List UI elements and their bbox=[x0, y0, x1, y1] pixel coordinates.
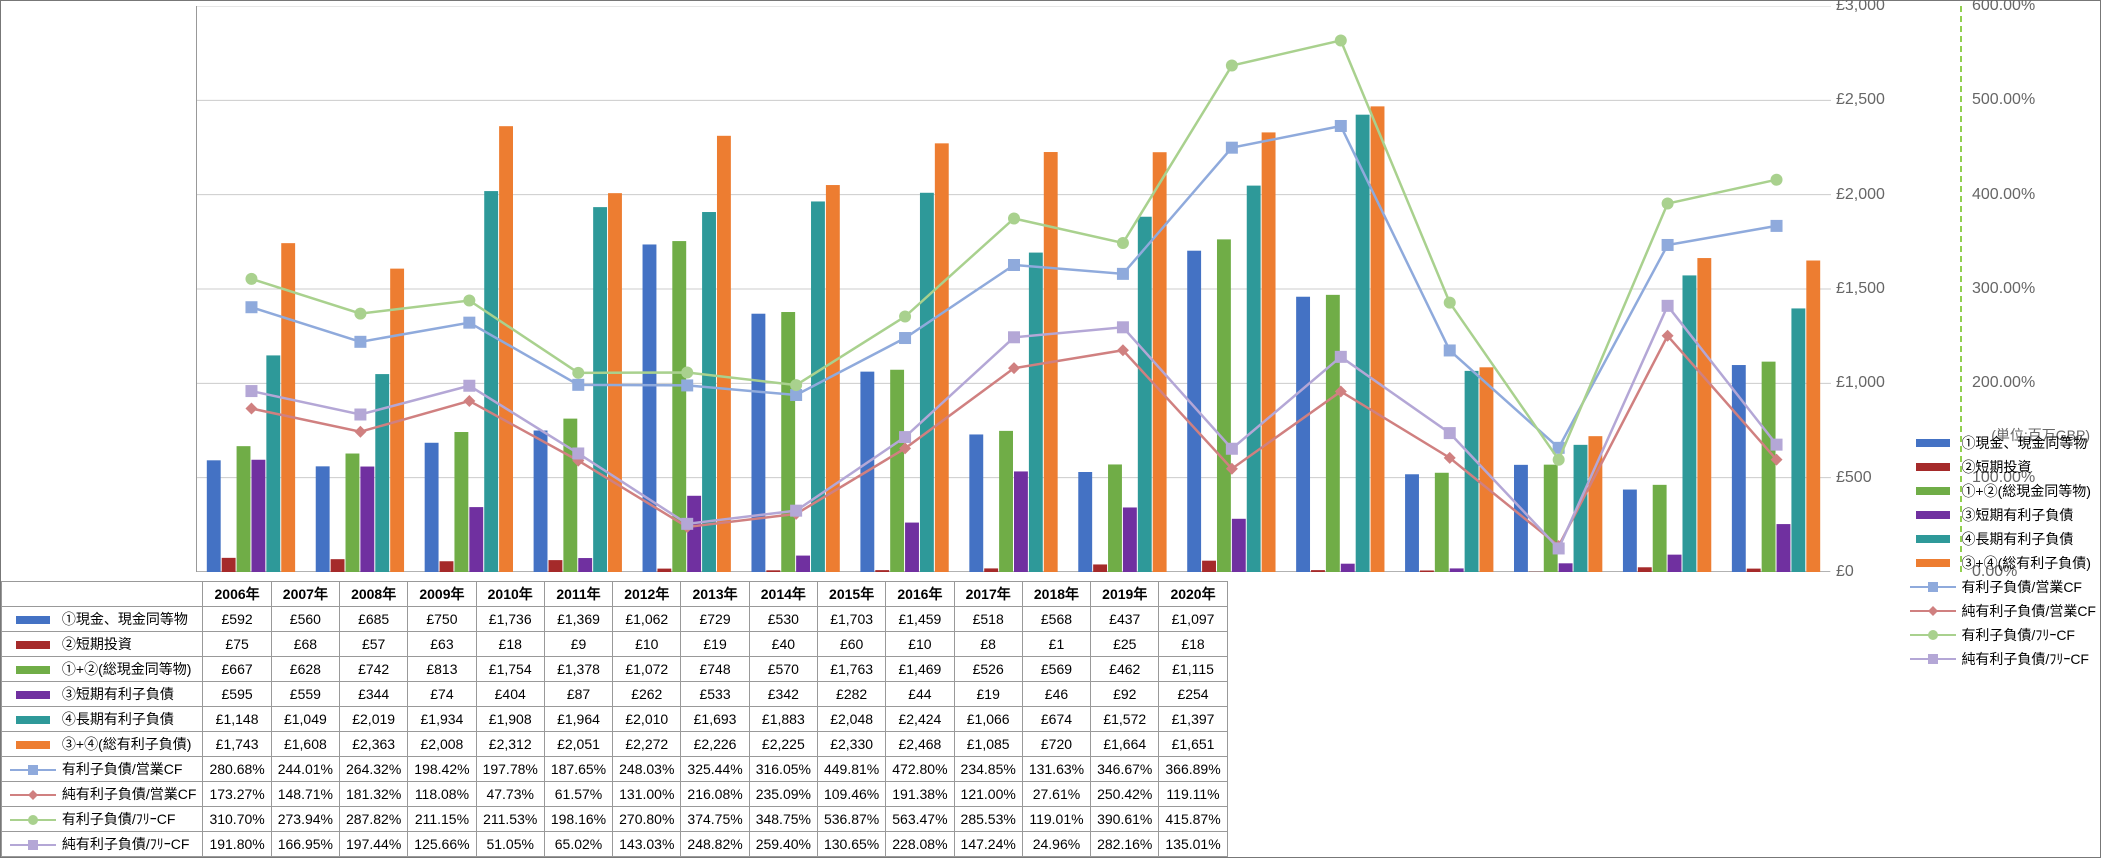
legend-item: ③短期有利子負債 bbox=[1908, 503, 2096, 527]
year-header: 2016年 bbox=[886, 582, 954, 607]
chart-plot-area bbox=[196, 6, 1830, 572]
table-row: ③+④(総有利子負債)£1,743£1,608£2,363£2,008£2,31… bbox=[2, 732, 1228, 757]
table-row: 有利子負債/営業CF280.68%244.01%264.32%198.42%19… bbox=[2, 757, 1228, 782]
legend-item: ①現金、現金同等物 bbox=[1908, 431, 2096, 455]
table-row: ②短期投資£75£68£57£63£18£9£10£19£40£60£10£8£… bbox=[2, 632, 1228, 657]
year-header: 2019年 bbox=[1091, 582, 1159, 607]
table-row: 純有利子負債/営業CF173.27%148.71%181.32%118.08%4… bbox=[2, 782, 1228, 807]
legend-item: 有利子負債/ﾌﾘｰCF bbox=[1908, 623, 2096, 647]
legend-right: ①現金、現金同等物②短期投資①+②(総現金同等物)③短期有利子負債④長期有利子負… bbox=[1908, 431, 2096, 671]
legend-item: ③+④(総有利子負債) bbox=[1908, 551, 2096, 575]
year-header: 2011年 bbox=[544, 582, 612, 607]
data-table: 2006年2007年2008年2009年2010年2011年2012年2013年… bbox=[1, 581, 1228, 857]
year-header: 2006年 bbox=[203, 582, 271, 607]
year-header: 2018年 bbox=[1022, 582, 1090, 607]
table-row: 有利子負債/ﾌﾘｰCF310.70%273.94%287.82%211.15%2… bbox=[2, 807, 1228, 832]
legend-item: ④長期有利子負債 bbox=[1908, 527, 2096, 551]
year-header: 2010年 bbox=[476, 582, 544, 607]
legend-item: 有利子負債/営業CF bbox=[1908, 575, 2096, 599]
year-header: 2009年 bbox=[408, 582, 476, 607]
year-header: 2008年 bbox=[340, 582, 408, 607]
table-row: 純有利子負債/ﾌﾘｰCF191.80%166.95%197.44%125.66%… bbox=[2, 832, 1228, 857]
legend-item: ②短期投資 bbox=[1908, 455, 2096, 479]
table-row: ④長期有利子負債£1,148£1,049£2,019£1,934£1,908£1… bbox=[2, 707, 1228, 732]
year-header: 2017年 bbox=[954, 582, 1022, 607]
legend-item: 純有利子負債/ﾌﾘｰCF bbox=[1908, 647, 2096, 671]
table-row: ③短期有利子負債£595£559£344£74£404£87£262£533£3… bbox=[2, 682, 1228, 707]
year-header: 2012年 bbox=[613, 582, 681, 607]
table-row: ①現金、現金同等物£592£560£685£750£1,736£1,369£1,… bbox=[2, 607, 1228, 632]
legend-item: 純有利子負債/営業CF bbox=[1908, 599, 2096, 623]
year-header: 2015年 bbox=[817, 582, 885, 607]
year-header: 2013年 bbox=[681, 582, 749, 607]
year-header: 2007年 bbox=[271, 582, 339, 607]
legend-item: ①+②(総現金同等物) bbox=[1908, 479, 2096, 503]
year-header: 2020年 bbox=[1159, 582, 1227, 607]
year-header: 2014年 bbox=[749, 582, 817, 607]
table-row: ①+②(総現金同等物)£667£628£742£813£1,754£1,378£… bbox=[2, 657, 1228, 682]
